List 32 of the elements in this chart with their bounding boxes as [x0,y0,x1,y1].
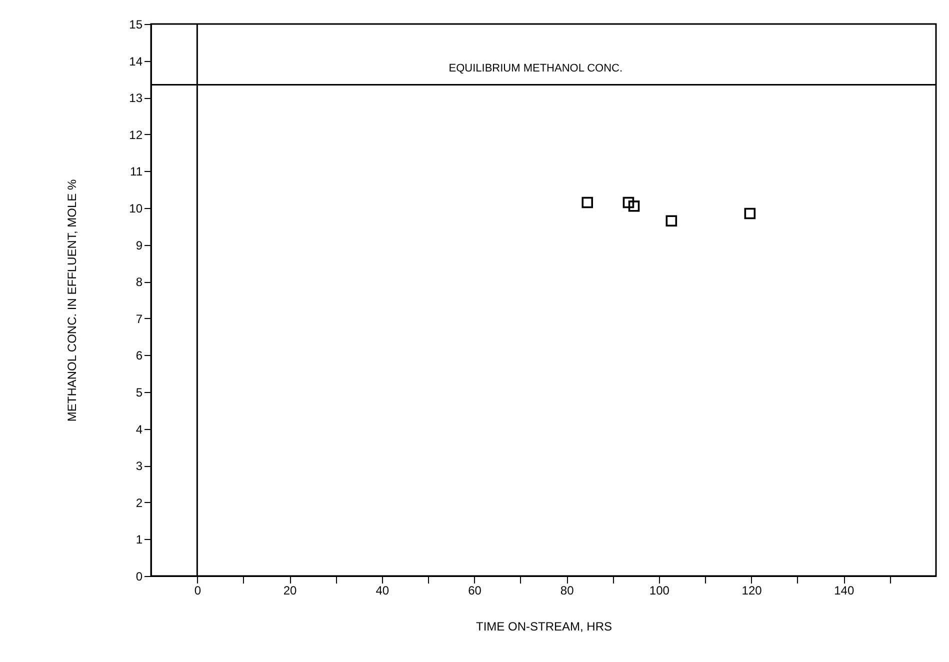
y-tick-label: 8 [136,275,143,290]
y-axis-title: METHANOL CONC. IN EFFLUENT, MOLE % [65,179,80,422]
y-tick-label: 10 [129,202,143,216]
x-tick-label: 40 [376,584,390,598]
x-tick-label: 100 [649,584,670,598]
point [744,208,756,220]
y-tick-label: 0 [136,570,143,584]
y-tick-label: 6 [136,348,143,363]
x-tick-label: 80 [560,584,574,598]
x-tick-label: 20 [283,584,298,598]
x-tick-label: 60 [468,584,482,598]
y-tick-label: 7 [136,312,143,326]
point [666,215,678,227]
y-tick-label: 12 [129,128,143,142]
y-tick-label: 14 [129,54,143,68]
y-tick-label: 2 [136,496,143,510]
x-axis-title: TIME ON-STREAM, HRS [476,620,612,634]
point [628,200,640,212]
x-tick-label: 0 [194,584,202,598]
x-tick-label: 120 [742,584,762,598]
y-tick-label: 11 [130,164,143,179]
ref-line-label: EQUILIBRIUM METHANOL CONC. [448,62,623,75]
y-tick-label: 1 [136,532,143,547]
y-tick-label: 9 [136,238,143,252]
point [582,196,594,208]
y-tick-label: 5 [136,386,143,400]
y-tick-label: 4 [136,422,143,436]
x-tick-label: 140 [834,584,854,598]
y-tick-label: 3 [136,459,143,474]
y-tick-label: 13 [129,91,143,106]
y-tick-label: 15 [129,18,143,32]
point [622,196,634,208]
